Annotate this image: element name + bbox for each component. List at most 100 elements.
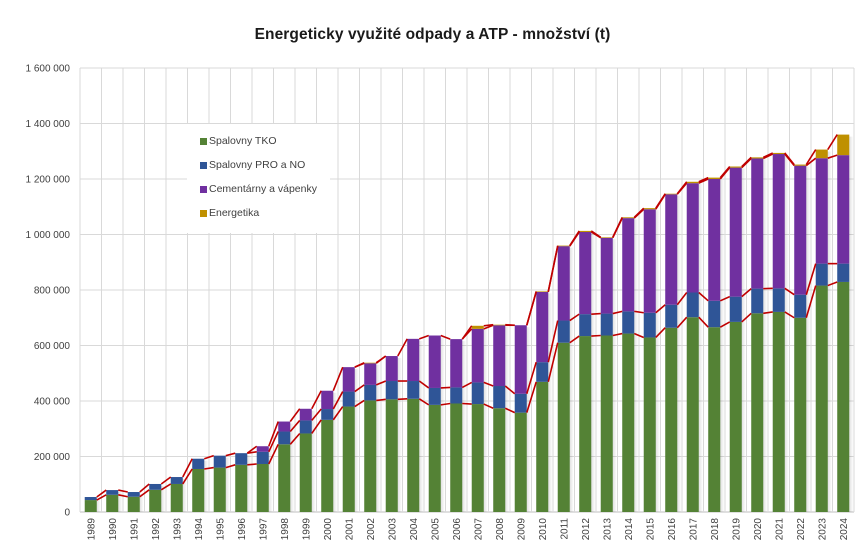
connector-line-energetika xyxy=(419,334,429,340)
connector-line-spalovny-tko xyxy=(784,311,795,319)
bar-segment-energetika-2012 xyxy=(579,230,592,233)
bar-shadow xyxy=(741,168,746,512)
bar-segment-spalovny-tko-2010 xyxy=(536,381,549,512)
bar-shadow xyxy=(290,423,295,512)
bar-segment-spalovny-pro-a-no-2006 xyxy=(450,387,463,404)
bar-segment-spalovny-pro-a-no-2012 xyxy=(579,314,592,337)
bar-shadow xyxy=(720,179,725,513)
connector-line-spalovny-tko xyxy=(741,312,752,323)
bar-segment-cement-rny-a-v-penky-2016 xyxy=(665,194,678,305)
bar-segment-cement-rny-a-v-penky-2004 xyxy=(407,338,420,382)
bar-shadow xyxy=(247,455,252,512)
connector-line-energetika xyxy=(160,476,172,485)
bar-segment-spalovny-tko-2012 xyxy=(579,336,592,512)
x-tick-label: 1999 xyxy=(301,518,312,541)
bar-shadow xyxy=(397,358,402,512)
bar-shadow xyxy=(763,159,768,513)
connector-line-energetika xyxy=(547,245,559,292)
bar-shadow xyxy=(655,210,660,512)
bar-segment-spalovny-tko-2006 xyxy=(450,403,463,512)
bar-segment-spalovny-tko-1991 xyxy=(127,496,140,512)
connector-line-spalovny-tko xyxy=(268,443,279,465)
connector-line-spalovny-pro-a-no xyxy=(526,361,537,395)
connector-line-spalovny-tko xyxy=(418,398,430,406)
connector-line-spalovny-tko xyxy=(160,483,172,491)
bar-segment-spalovny-tko-2020 xyxy=(751,313,764,512)
x-tick-label: 2007 xyxy=(473,518,484,541)
y-tick-label: 1 200 000 xyxy=(26,175,71,186)
connector-line-energetika xyxy=(569,230,580,247)
bar-segment-spalovny-pro-a-no-1991 xyxy=(127,492,140,497)
legend-label: Energetika xyxy=(209,207,260,219)
bar-segment-spalovny-tko-1994 xyxy=(192,468,205,512)
x-tick-label: 2005 xyxy=(430,518,441,541)
connector-line-spalovny-tko xyxy=(633,332,645,339)
bar-shadow xyxy=(161,485,166,512)
connector-line-energetika xyxy=(655,193,666,209)
connector-line-energetika xyxy=(332,366,344,392)
connector-line-energetika xyxy=(505,323,515,327)
bar-shadow xyxy=(483,327,488,512)
connector-line-energetika xyxy=(612,216,623,238)
bar-segment-energetika-2014 xyxy=(622,217,635,219)
x-tick-label: 2021 xyxy=(774,518,785,541)
connector-line-spalovny-pro-a-no xyxy=(375,380,387,386)
connector-line-energetika xyxy=(311,390,322,410)
connector-line-energetika xyxy=(246,445,258,454)
bar-shadow xyxy=(462,341,467,512)
connector-line-spalovny-tko xyxy=(182,468,193,485)
connector-lines xyxy=(96,134,838,501)
bar-segment-energetika-2020 xyxy=(751,157,764,159)
connector-line-spalovny-pro-a-no xyxy=(569,313,580,322)
bar-shadow xyxy=(827,151,832,512)
connector-line-spalovny-tko xyxy=(204,466,214,470)
bar-shadow xyxy=(311,410,316,512)
x-tick-label: 2009 xyxy=(516,518,527,541)
bar-segment-spalovny-tko-2016 xyxy=(665,327,678,512)
connector-line-spalovny-tko xyxy=(440,402,451,406)
bar-segment-spalovny-pro-a-no-2007 xyxy=(471,382,484,405)
connector-line-cement-rny-a-v-penky xyxy=(762,153,774,160)
x-tick-label: 1992 xyxy=(151,518,162,541)
bar-segment-cement-rny-a-v-penky-2008 xyxy=(493,325,506,387)
bar-shadow xyxy=(591,232,596,512)
connector-line-spalovny-tko xyxy=(612,332,623,337)
connector-line-spalovny-pro-a-no xyxy=(289,419,301,433)
connector-line-spalovny-tko xyxy=(311,419,322,434)
bar-shadow xyxy=(698,183,703,512)
bar-segment-spalovny-pro-a-no-2009 xyxy=(514,393,527,413)
bar-segment-spalovny-tko-1992 xyxy=(149,489,162,512)
connector-line-spalovny-tko xyxy=(655,327,666,339)
connector-line-spalovny-pro-a-no xyxy=(676,292,688,306)
x-tick-label: 1996 xyxy=(237,518,248,541)
bar-segment-energetika-2022 xyxy=(794,164,807,166)
bar-shadow xyxy=(526,327,531,512)
bar-segment-spalovny-pro-a-no-2020 xyxy=(751,288,764,314)
bar-segment-spalovny-tko-2013 xyxy=(600,335,613,512)
connector-line-spalovny-tko xyxy=(763,311,773,315)
connector-line-energetika xyxy=(762,152,774,159)
connector-line-energetika xyxy=(139,483,150,493)
legend-label: Cementárny a vápenky xyxy=(209,183,317,195)
connector-line-spalovny-tko xyxy=(827,281,838,287)
bar-shadow xyxy=(612,239,617,512)
bar-segment-spalovny-pro-a-no-1994 xyxy=(192,458,205,469)
x-tick-label: 2012 xyxy=(581,518,592,541)
bar-segment-spalovny-tko-2003 xyxy=(385,399,398,512)
bar-segment-cement-rny-a-v-penky-2006 xyxy=(450,339,463,388)
bar-segment-spalovny-tko-1990 xyxy=(106,494,119,512)
legend-item-cementarny: Cementárny a vápenky xyxy=(200,183,317,195)
x-tick-label: 2004 xyxy=(409,518,420,541)
bar-segment-spalovny-pro-a-no-1989 xyxy=(84,497,97,501)
connector-line-energetika xyxy=(96,489,107,498)
bar-segment-cement-rny-a-v-penky-2015 xyxy=(643,209,656,313)
connector-line-spalovny-tko xyxy=(719,321,731,328)
x-tick-label: 1989 xyxy=(86,518,97,541)
bar-segment-energetika-2019 xyxy=(729,166,742,168)
bar-segment-energetika-2011 xyxy=(557,245,570,247)
bar-shadow xyxy=(354,369,359,512)
connector-line-energetika xyxy=(784,152,795,166)
bar-segment-cement-rny-a-v-penky-2007 xyxy=(471,328,484,383)
bar-segment-cement-rny-a-v-penky-2014 xyxy=(622,218,635,312)
